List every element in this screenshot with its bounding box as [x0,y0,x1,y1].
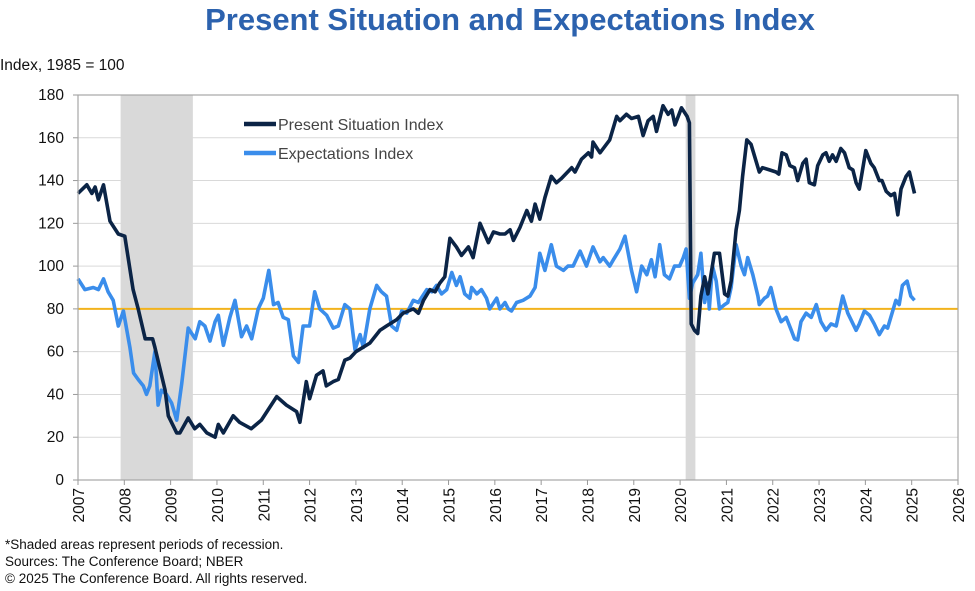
x-tick-label: 2020 [673,488,690,523]
x-tick-label: 2026 [951,488,968,522]
x-tick-label: 2016 [488,488,505,522]
x-tick-label: 2024 [858,488,875,523]
x-tick-label: 2009 [164,488,181,522]
y-tick-label: 120 [38,215,64,232]
sources-note: Sources: The Conference Board; NBER [5,554,244,569]
legend-label: Present Situation Index [278,117,443,134]
y-tick-label: 80 [47,301,65,318]
copyright-note: © 2025 The Conference Board. All rights … [5,571,307,586]
chart-title: Present Situation and Expectations Index [205,2,816,37]
y-tick-label: 0 [55,472,64,489]
x-tick-label: 2022 [766,488,783,522]
y-tick-label: 160 [38,130,64,147]
x-tick-label: 2011 [256,488,273,521]
gridlines [78,94,958,438]
x-tick-label: 2012 [303,488,320,522]
expectations-line [76,234,916,422]
x-tick-label: 2025 [905,488,922,522]
y-tick-label: 180 [38,87,64,104]
x-tick-label: 2019 [627,488,644,522]
x-tick-label: 2007 [71,488,88,522]
series-lines [76,103,917,440]
x-tick-label: 2023 [812,488,829,522]
y-axis-label: Index, 1985 = 100 [0,57,125,74]
legend-label: Expectations Index [278,146,413,163]
y-tick-label: 60 [47,344,65,361]
x-tick-label: 2008 [117,488,134,522]
present-situation-line [76,103,917,440]
x-tick-label: 2021 [719,488,736,522]
x-tick-label: 2013 [349,488,366,522]
y-tick-label: 140 [38,173,64,190]
legend: Present Situation Index Expectations Inde… [236,112,466,165]
axes: 0 20 40 60 80 100 120 140 160 180 2007 2008 2009 2010… [38,87,968,522]
y-tick-label: 20 [47,429,65,446]
x-tick-label: 2014 [395,488,412,523]
y-tick-label: 100 [38,258,64,275]
recession-note: *Shaded areas represent periods of reces… [5,537,283,552]
x-tick-label: 2015 [442,488,459,522]
y-tick-label: 40 [47,386,65,403]
x-tick-label: 2017 [534,488,551,522]
plot-frame [77,94,959,481]
x-tick-label: 2010 [210,488,227,523]
x-tick-label: 2018 [580,488,597,522]
